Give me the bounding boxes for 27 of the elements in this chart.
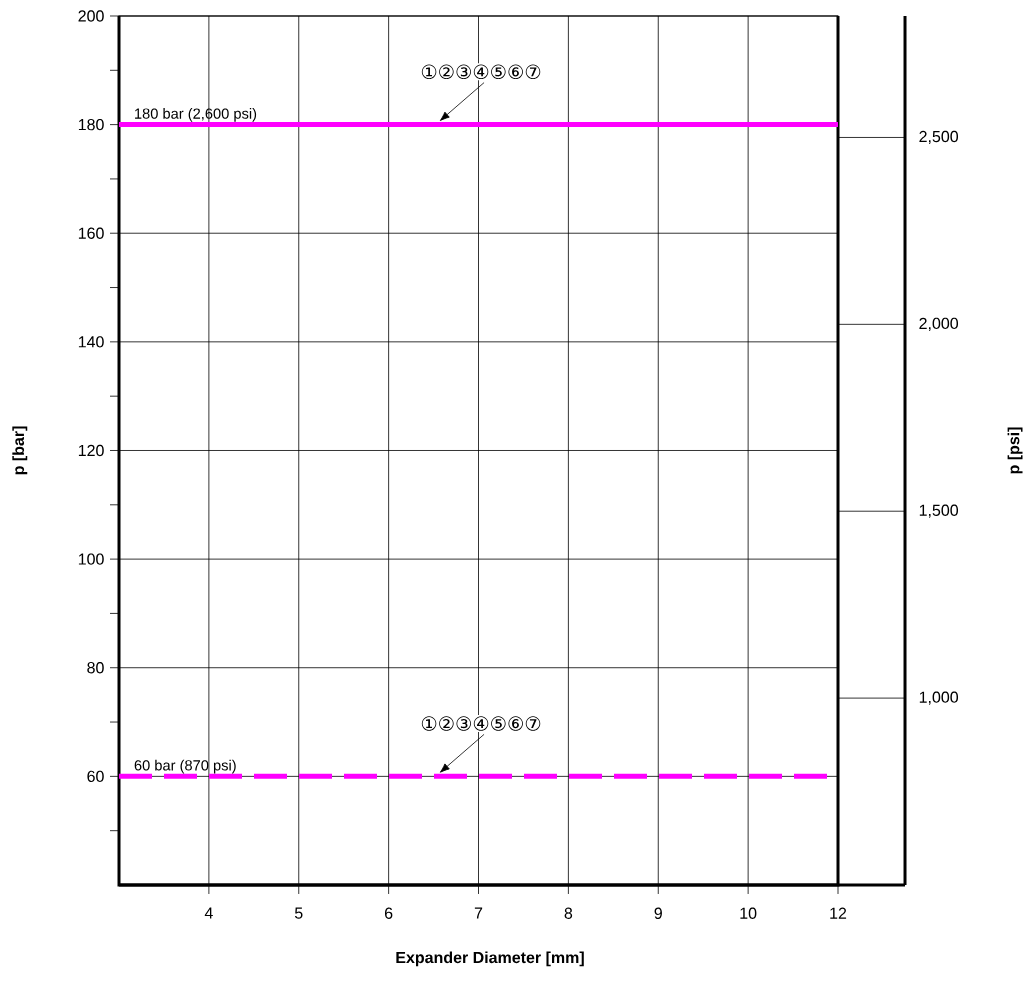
x-tick-label: 7 [474, 907, 483, 919]
y2-tick-label: 2,500 [919, 130, 959, 145]
y-axis-title: p [bar] [12, 426, 28, 475]
y-tick-label: 80 [87, 662, 104, 674]
annotation: ①②③④⑤⑥⑦ [421, 716, 541, 731]
y-tick-label: 60 [87, 770, 104, 783]
ref-line-label: 180 bar (2,600 psi) [135, 108, 257, 122]
y-tick-label: 100 [78, 553, 104, 565]
x-axis-title: Expander Diameter [mm] [396, 951, 584, 967]
y2-axis-title: p [psi] [1007, 427, 1023, 474]
y2-tick-label: 1,500 [919, 504, 959, 518]
y-tick-label: 200 [78, 10, 104, 22]
x-tick-label: 6 [385, 907, 393, 919]
x-tick-label: 9 [654, 907, 662, 919]
y-tick-label: 180 [78, 118, 104, 131]
y2-tick-label: 2,000 [919, 317, 959, 331]
y-tick-label: 120 [78, 444, 104, 457]
ref-line-label: 60 bar (870 psi) [134, 759, 236, 774]
y-tick-label: 140 [78, 336, 104, 348]
x-tick-label: 12 [830, 907, 847, 919]
annotation: ①②③④⑤⑥⑦ [421, 64, 541, 80]
x-tick-label: 8 [564, 907, 573, 919]
x-tick-label: 5 [294, 907, 303, 919]
x-tick-label: 10 [740, 907, 757, 919]
y-tick-label: 160 [78, 227, 104, 239]
x-tick-label: 4 [204, 907, 213, 919]
y2-tick-label: 1,000 [919, 691, 959, 705]
